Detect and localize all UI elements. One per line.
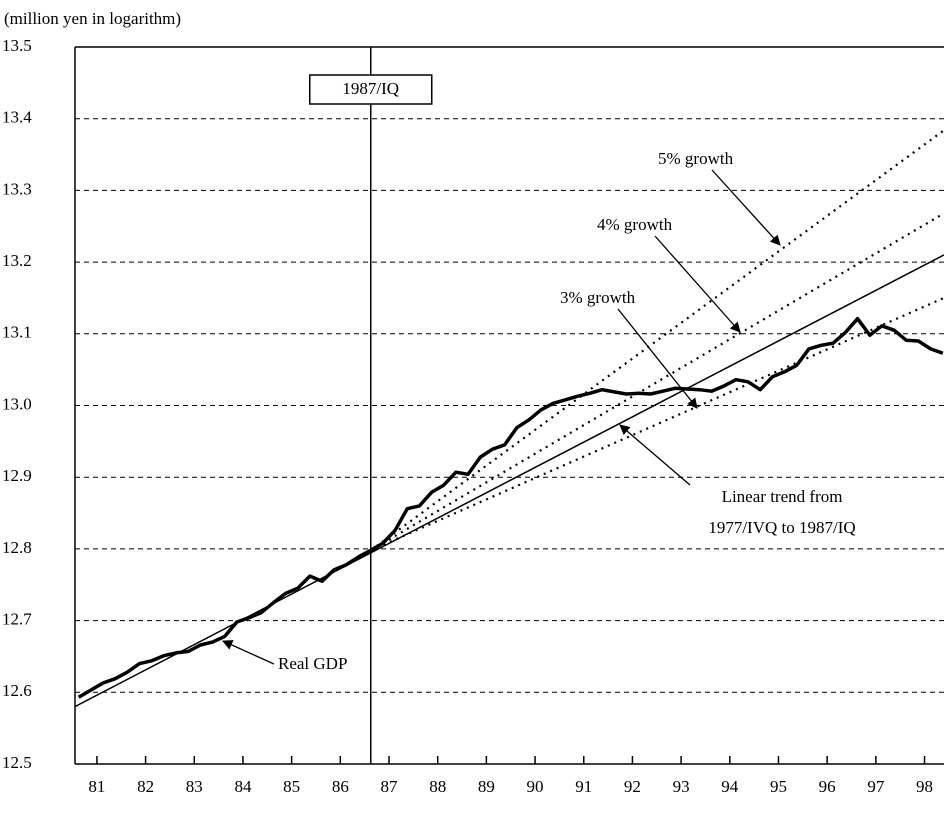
x-tick-label: 90 — [527, 777, 544, 796]
y-tick-label: 13.1 — [2, 323, 32, 342]
annotation: 1977/IVQ to 1987/IQ — [708, 518, 855, 537]
y-tick-label: 12.7 — [2, 610, 32, 629]
annotation: Linear trend from — [722, 487, 843, 506]
annotation: 3% growth — [560, 288, 636, 307]
x-tick-label: 86 — [332, 777, 349, 796]
annotation-arrow — [222, 640, 275, 665]
x-tick-label: 98 — [916, 777, 933, 796]
y-tick-label: 12.5 — [2, 753, 32, 772]
annotation-arrow — [619, 424, 691, 486]
data-line — [370, 296, 944, 552]
annotation-arrow — [654, 235, 741, 333]
y-tick-label: 13.0 — [2, 394, 32, 413]
y-axis-label: (million yen in logarithm) — [4, 9, 181, 28]
y-tick-label: 12.8 — [2, 538, 32, 557]
x-tick-label: 93 — [673, 777, 690, 796]
y-tick-label: 13.3 — [2, 179, 32, 198]
event-label: 1987/IQ — [342, 79, 399, 98]
plot-area — [75, 129, 944, 708]
x-tick-label: 85 — [283, 777, 300, 796]
y-tick-label: 13.5 — [2, 36, 32, 55]
x-tick-label: 81 — [88, 777, 105, 796]
x-tick-label: 89 — [478, 777, 495, 796]
annotation: 4% growth — [597, 215, 673, 234]
event-label-box — [309, 74, 433, 105]
x-tick-label: 95 — [770, 777, 787, 796]
x-tick-label: 94 — [721, 777, 739, 796]
x-tick-label: 97 — [867, 777, 885, 796]
x-tick-label: 82 — [137, 777, 154, 796]
x-tick-label: 88 — [429, 777, 446, 796]
y-tick-label: 12.9 — [2, 466, 32, 485]
data-line — [75, 254, 944, 708]
annotation-arrow — [711, 169, 781, 246]
x-tick-label: 87 — [381, 777, 399, 796]
data-line — [370, 212, 944, 552]
annotation: Real GDP — [278, 654, 347, 673]
x-tick-label: 83 — [186, 777, 203, 796]
y-tick-label: 13.4 — [2, 108, 32, 127]
x-tick-label: 92 — [624, 777, 641, 796]
annotation: 5% growth — [658, 149, 734, 168]
x-tick-label: 96 — [819, 777, 836, 796]
annotation-arrow — [617, 308, 698, 409]
data-line — [370, 129, 944, 552]
y-tick-label: 13.2 — [2, 251, 32, 270]
x-tick-label: 91 — [575, 777, 592, 796]
y-tick-label: 12.6 — [2, 681, 32, 700]
x-tick-label: 84 — [234, 777, 252, 796]
data-line — [77, 316, 944, 699]
